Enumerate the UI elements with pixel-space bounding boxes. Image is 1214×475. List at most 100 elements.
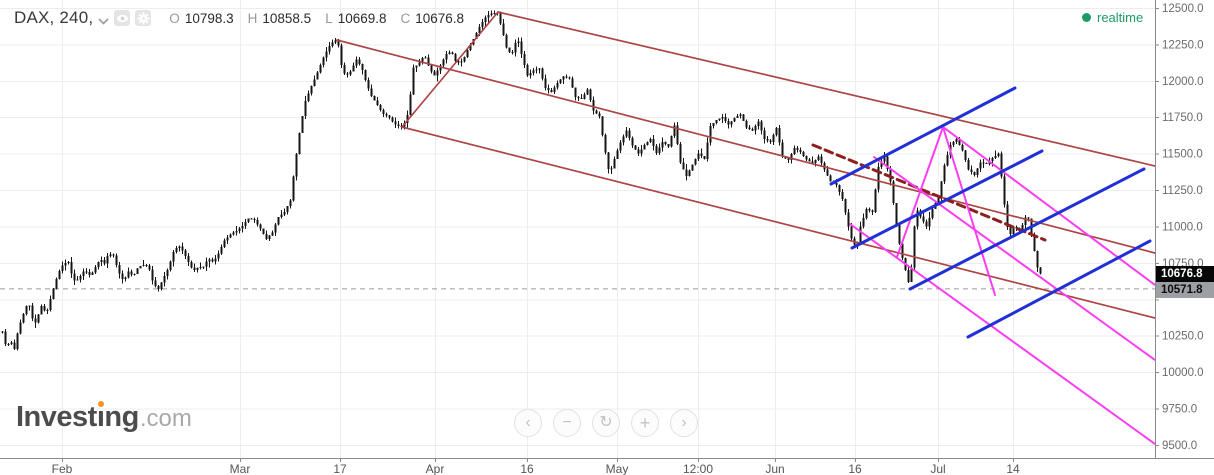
trendline-red-channel-upper[interactable] <box>497 11 1155 167</box>
eye-icon[interactable] <box>114 10 131 26</box>
candle-body <box>241 225 244 229</box>
candle-body <box>100 259 103 262</box>
time-axis-label: 12:00 <box>683 462 713 475</box>
candle-body <box>31 305 34 319</box>
candle-body <box>79 276 82 280</box>
candle-body <box>556 83 559 88</box>
candle-body <box>805 155 808 160</box>
open-value: 10798.3 <box>184 10 234 26</box>
candle-body <box>286 206 289 212</box>
candle-body <box>730 121 733 125</box>
gridlines <box>0 0 1155 458</box>
trendline-red-rising-connector[interactable] <box>401 11 499 128</box>
time-axis-label: Feb <box>52 462 73 475</box>
candle-body <box>214 258 217 262</box>
candle-body <box>34 318 37 323</box>
candle-body <box>367 79 370 89</box>
candle-body <box>265 233 268 239</box>
candle-body <box>610 168 613 170</box>
zoom-out-button[interactable]: − <box>553 409 581 437</box>
candle-body <box>595 110 598 114</box>
candle-body <box>601 116 604 135</box>
trendline-blue-parallel-2[interactable] <box>850 149 1044 250</box>
candle-body <box>652 139 655 147</box>
trendline-pink-spike-up[interactable] <box>896 126 944 258</box>
trendline-blue-parallel-3[interactable] <box>908 167 1146 291</box>
candle-body <box>544 78 547 89</box>
candle-body <box>670 135 673 147</box>
candle-body <box>901 243 904 258</box>
candle-body <box>271 232 274 236</box>
candle-body <box>1003 176 1006 205</box>
candle-body <box>250 218 253 220</box>
candle-body <box>1009 227 1012 234</box>
candle-body <box>475 33 478 39</box>
trendline-red-channel-mid[interactable] <box>336 39 1155 254</box>
candle-body <box>454 54 457 62</box>
chevron-down-icon[interactable] <box>98 12 109 30</box>
candle-body <box>328 46 331 52</box>
candle-body <box>925 221 928 227</box>
trendline-blue-parallel-4[interactable] <box>966 239 1152 339</box>
candle-body <box>568 77 571 79</box>
candle-body <box>163 276 166 283</box>
candle-body <box>232 232 235 235</box>
zoom-in-button[interactable]: + <box>631 409 659 437</box>
candle-body <box>256 219 259 225</box>
candle-body <box>469 44 472 51</box>
candle-body <box>130 271 133 275</box>
candle-body <box>1033 234 1036 251</box>
candle-body <box>226 237 229 241</box>
trendline-pink-fan-2[interactable] <box>849 223 1155 445</box>
time-axis-label: Apr <box>426 462 445 475</box>
trendline-pink-fan-1[interactable] <box>873 156 1155 361</box>
candle-body <box>415 65 418 68</box>
candle-body <box>616 150 619 159</box>
candle-body <box>268 235 271 239</box>
candle-body <box>202 266 205 268</box>
time-axis-label: 16 <box>848 462 862 475</box>
candle-body <box>376 100 379 105</box>
investing-logo: Invest ı ng .com <box>16 401 192 434</box>
candle-body <box>583 94 586 100</box>
candle-body <box>364 70 367 80</box>
reset-view-button[interactable]: ↻ <box>592 409 620 437</box>
candle-body <box>490 13 493 16</box>
candle-body <box>151 269 154 281</box>
pan-right-button[interactable]: › <box>670 409 698 437</box>
candle-body <box>295 153 298 177</box>
trendline-pink-spike-down[interactable] <box>942 126 996 296</box>
candle-body <box>391 117 394 122</box>
realtime-label: realtime <box>1097 10 1144 25</box>
candle-body <box>310 85 313 94</box>
candle-body <box>40 305 43 315</box>
candle-body <box>733 117 736 122</box>
candle-body <box>769 140 772 143</box>
candle-body <box>763 130 766 140</box>
pan-left-button[interactable]: ‹ <box>514 409 542 437</box>
candle-body <box>118 265 121 274</box>
candle-body <box>487 15 490 18</box>
candle-body <box>910 267 913 282</box>
candle-body <box>457 61 460 63</box>
trendline-blue-parallel-1[interactable] <box>829 86 1017 186</box>
candle-body <box>736 116 739 118</box>
candle-body <box>808 159 811 162</box>
candle-body <box>436 70 439 76</box>
candle-body <box>190 262 193 268</box>
candle-body <box>37 314 40 323</box>
candle-body <box>562 76 565 80</box>
trendline-dashed-red-trend[interactable] <box>811 143 1047 242</box>
gear-icon[interactable] <box>135 10 152 26</box>
candle-body <box>331 42 334 47</box>
candle-body <box>355 59 358 66</box>
previous-close-tag: 10571.8 <box>1156 281 1214 298</box>
candle-body <box>676 125 679 144</box>
candle-body <box>592 100 595 111</box>
high-label: H <box>247 10 258 26</box>
trendline-red-channel-lower[interactable] <box>401 126 1155 319</box>
candle-body <box>7 343 10 345</box>
candle-body <box>748 127 751 129</box>
candle-body <box>781 142 784 157</box>
